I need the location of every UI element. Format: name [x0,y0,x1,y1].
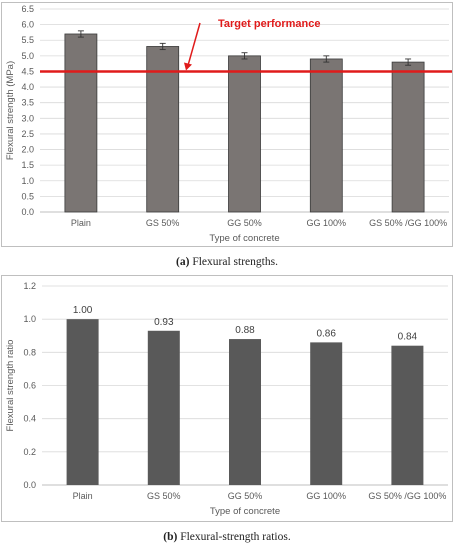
x-tick-label: GS 50% [146,218,180,228]
bar [391,61,425,213]
caption-a: (a) Flexural strengths. [0,256,454,268]
y-tick-label: 6.0 [21,20,34,30]
x-tick-label: Plain [71,218,91,228]
caption-b-tag: (b) [163,531,178,543]
bar [147,330,180,485]
data-label: 1.00 [73,305,93,316]
data-label: 0.88 [235,325,255,336]
y-tick-label: 0.8 [23,347,36,357]
y-tick-label: 4.0 [21,82,34,92]
y-tick-label: 1.0 [21,176,34,186]
y-axis-title: Flexural strength (MPa) [5,61,16,160]
y-tick-label: 3.0 [21,113,34,123]
x-tick-label: GS 50% [147,491,181,501]
x-tick-label: GS 50% /GG 100% [368,491,446,501]
chart-panel-a: 0.0 0.5 1.0 1.5 2.0 2.5 3.0 3.5 4.0 4.5 5.0 5.5 6.0 6… [1,2,453,247]
y-tick-label: 5.0 [21,51,34,61]
target-performance-label: Target performance [218,18,321,30]
x-tick-label: GG 50% [227,218,262,228]
y-tick-label: 0.5 [21,191,34,201]
bar [310,342,343,485]
bar [391,345,424,485]
y-tick-label: 1.5 [21,160,34,170]
x-tick-label: GG 50% [228,491,263,501]
y-tick-label: 0.0 [21,207,34,217]
bar [228,55,261,213]
annotation-arrow [187,22,201,66]
y-tick-label: 1.2 [23,281,36,291]
y-tick-label: 2.5 [21,129,34,139]
caption-b: (b) Flexural-strength ratios. [0,531,454,543]
flexural-strength-chart: 0.0 0.5 1.0 1.5 2.0 2.5 3.0 3.5 4.0 4.5 5.0 5.5 6.0 6… [5,4,452,244]
y-tick-label: 2.0 [21,145,34,155]
y-axis-title: Flexural strength ratio [5,340,16,432]
y-tick-label: 0.2 [23,447,36,457]
x-tick-label: GS 50% /GG 100% [369,218,447,228]
data-label: 0.93 [154,317,174,328]
y-tick-label: 0.0 [23,480,36,490]
x-tick-label: GG 100% [307,218,347,228]
data-label: 0.84 [398,332,418,343]
x-tick-label: Plain [73,491,93,501]
flexural-strength-ratio-chart: 0.0 0.2 0.4 0.6 0.8 1.0 1.2 1.00 Plain 0.93 GS 50%… [5,281,448,517]
annotation-arrowhead [184,62,192,71]
bar [229,339,261,485]
caption-b-text: Flexural-strength ratios. [177,531,291,543]
x-axis-title: Type of concrete [210,506,280,517]
y-tick-label: 5.5 [21,35,34,45]
data-label: 0.86 [316,328,336,339]
y-tick-label: 4.5 [21,66,34,76]
caption-a-tag: (a) [176,256,190,268]
y-tick-label: 0.4 [23,414,36,424]
x-tick-label: GG 100% [306,491,346,501]
caption-a-text: Flexural strengths. [189,256,278,268]
chart-panel-b: 0.0 0.2 0.4 0.6 0.8 1.0 1.2 1.00 Plain 0.93 GS 50%… [1,275,453,522]
y-tick-label: 6.5 [21,4,34,14]
y-tick-label: 1.0 [23,314,36,324]
bar [64,33,98,213]
bar [309,58,343,213]
bar [66,319,99,485]
y-tick-label: 3.5 [21,98,34,108]
x-axis-title: Type of concrete [209,233,279,244]
y-tick-label: 0.6 [23,381,36,391]
